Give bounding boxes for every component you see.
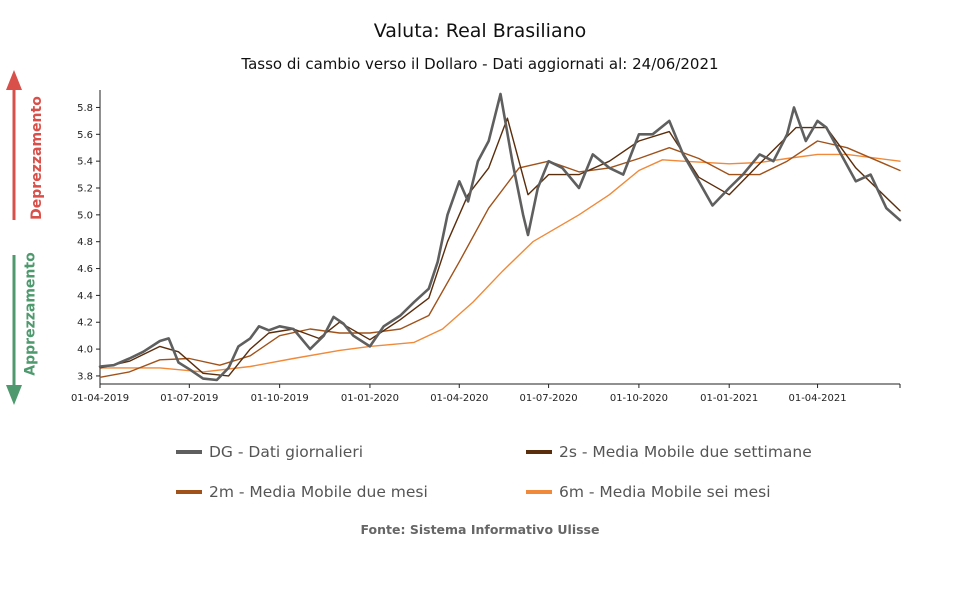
- y-tick-label: 4.4: [77, 291, 93, 302]
- source-note: Fonte: Sistema Informativo Ulisse: [360, 522, 600, 537]
- legend-item: 2s - Media Mobile due settimane: [526, 443, 812, 461]
- legend-swatch: [526, 450, 552, 454]
- legend-swatch: [176, 450, 202, 454]
- y-tick-label: 4.6: [77, 264, 93, 275]
- appreciation-arrow: [6, 255, 22, 405]
- y-tick-label: 5.6: [77, 130, 93, 141]
- x-tick-label: 01-01-2021: [700, 393, 758, 404]
- x-tick-label: 01-01-2020: [341, 393, 399, 404]
- legend-swatch: [176, 490, 202, 494]
- x-tick-label: 01-07-2019: [160, 393, 218, 404]
- axes: 3.8 4.0 4.2 4.4 4.6 4.8 5.0 5.2 5.4 5.6 5.8 01-04-2…: [71, 90, 901, 404]
- depreciation-arrow: [6, 70, 22, 220]
- depreciation-label: Deprezzamento: [28, 96, 45, 220]
- x-tick-label: 01-04-2021: [788, 393, 846, 404]
- x-tick-label: 01-04-2020: [430, 393, 488, 404]
- legend-item: 2m - Media Mobile due mesi: [176, 483, 428, 501]
- legend-swatch: [526, 490, 552, 494]
- legend-item: DG - Dati giornalieri: [176, 443, 363, 461]
- chart-subtitle: Tasso di cambio verso il Dollaro - Dati …: [241, 55, 719, 73]
- y-tick-label: 5.0: [77, 210, 93, 221]
- series-line: [99, 117, 901, 377]
- legend-label: 2m - Media Mobile due mesi: [209, 483, 428, 501]
- x-tick-label: 01-04-2019: [71, 393, 129, 404]
- series-line: [98, 92, 902, 382]
- legend-item: 6m - Media Mobile sei mesi: [526, 483, 771, 501]
- y-tick-label: 4.0: [77, 345, 93, 356]
- y-tick-label: 5.8: [77, 103, 93, 114]
- x-tick-label: 01-07-2020: [520, 393, 578, 404]
- series-line: [99, 153, 901, 373]
- x-tick-label: 01-10-2020: [610, 393, 668, 404]
- x-tick-label: 01-10-2019: [251, 393, 309, 404]
- appreciation-label: Apprezzamento: [22, 252, 39, 376]
- y-tick-label: 5.2: [77, 184, 93, 195]
- chart-title: Valuta: Real Brasiliano: [373, 20, 587, 42]
- y-tick-label: 4.2: [77, 318, 93, 329]
- y-tick-label: 5.4: [77, 157, 93, 168]
- series-layer: [98, 92, 902, 382]
- y-tick-label: 3.8: [77, 371, 93, 382]
- y-tick-label: 4.8: [77, 237, 93, 248]
- legend-label: 6m - Media Mobile sei mesi: [559, 483, 771, 501]
- legend-label: DG - Dati giornalieri: [209, 443, 364, 461]
- series-line: [99, 140, 901, 378]
- legend-label: 2s - Media Mobile due settimane: [559, 443, 812, 461]
